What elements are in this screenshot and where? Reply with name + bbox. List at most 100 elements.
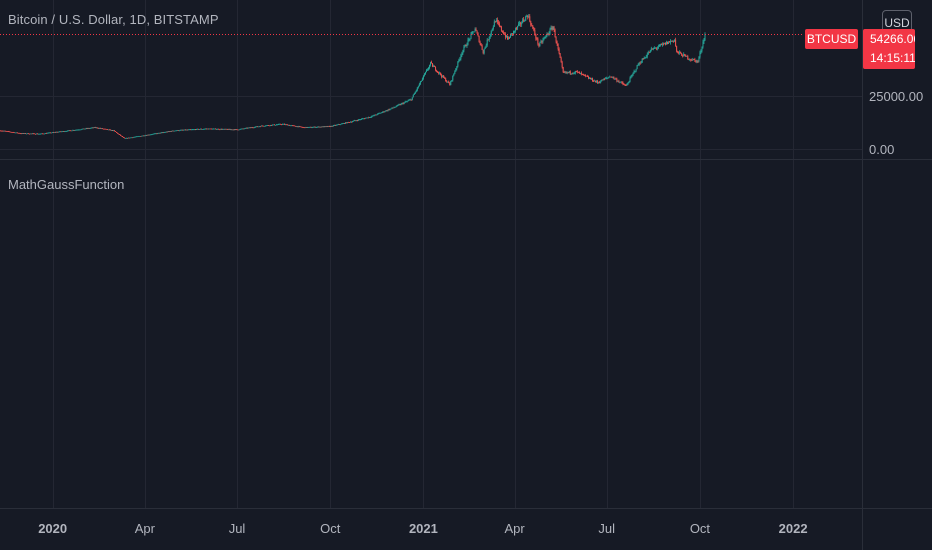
candle-body (539, 42, 541, 46)
candle-body (375, 114, 377, 116)
candle-body (196, 128, 198, 130)
candle-body (424, 71, 426, 75)
candle-body (459, 58, 461, 60)
candle-body (623, 84, 625, 85)
candle-body (121, 135, 123, 137)
candle-body (179, 129, 181, 131)
candle-body (648, 52, 650, 54)
candle-body (66, 131, 68, 132)
candle-body (103, 128, 105, 130)
candle-body (386, 110, 388, 112)
candle-body (296, 126, 298, 128)
candle-body (367, 117, 369, 119)
candle-body (435, 66, 437, 71)
candle-body (261, 125, 263, 127)
candle-body (579, 72, 581, 74)
candle-body (128, 137, 130, 139)
candle-body (431, 62, 433, 64)
candle-body (569, 71, 571, 74)
candle-body (29, 133, 31, 135)
candle-body (151, 134, 153, 136)
candle-body (394, 107, 396, 108)
candle-body (304, 127, 306, 129)
candle-body (674, 39, 676, 42)
candle-body (630, 76, 632, 78)
candle-body (298, 126, 300, 128)
candle-body (69, 130, 71, 132)
candle-body (614, 78, 616, 80)
candle-body (387, 109, 389, 111)
candle-body (59, 131, 61, 133)
candle-body (568, 71, 570, 73)
candle-body (199, 129, 201, 130)
candle-body (158, 132, 160, 134)
candle-body (232, 129, 234, 131)
candle-body (477, 33, 479, 37)
candle-body (161, 132, 163, 134)
candle-body (649, 49, 651, 53)
candle-body (506, 35, 508, 40)
candle-body (215, 128, 217, 130)
candle-body (622, 82, 624, 85)
candle-body (392, 107, 394, 109)
candle-body (0, 130, 2, 132)
candle-body (167, 131, 169, 133)
candle-body (34, 133, 36, 135)
candle-body (675, 39, 677, 46)
candle-body (112, 130, 114, 132)
candle-body (241, 128, 243, 130)
candle-body (393, 107, 395, 109)
candle-body (182, 129, 184, 131)
indicator-label[interactable]: MathGaussFunction (8, 177, 125, 192)
candle-body (410, 99, 412, 101)
candle-body (670, 40, 672, 43)
candle-body (356, 120, 358, 122)
candle-body (557, 43, 559, 50)
candle-body (343, 123, 345, 124)
candle-body (338, 124, 340, 126)
candle-body (200, 128, 202, 130)
candle-body (631, 74, 633, 77)
candle-body (207, 128, 209, 130)
candle-body (610, 76, 612, 78)
time-axis-labels[interactable]: 2020 Apr Jul Oct 2021 Apr Jul Oct 2022 (38, 521, 807, 536)
candle-body (44, 133, 46, 135)
candle-body (78, 129, 80, 131)
candle-body (440, 72, 442, 75)
candle-body (39, 133, 41, 135)
candle-body (111, 130, 113, 131)
candle-body (279, 123, 281, 125)
candle-body (682, 55, 684, 57)
candle-body (502, 32, 504, 35)
candle-body (526, 16, 528, 17)
candle-body (86, 128, 88, 130)
candle-body (419, 81, 421, 84)
candle-body (454, 71, 456, 74)
candle-body (178, 130, 180, 132)
candle-body (114, 131, 116, 132)
candle-body (76, 129, 78, 131)
candle-body (89, 128, 91, 129)
candle-body (480, 43, 482, 46)
candle-body (408, 99, 410, 101)
candle-body (513, 31, 515, 35)
candle-body (191, 129, 193, 131)
candle-body (159, 132, 161, 134)
candle-body (90, 127, 92, 129)
candle-body (404, 101, 406, 103)
candle-body (162, 132, 164, 134)
candle-body (254, 126, 256, 128)
candle-body (662, 43, 664, 45)
candle-body (12, 132, 14, 133)
candle-body (685, 54, 687, 57)
candle-body (93, 127, 95, 129)
candle-body (231, 129, 233, 131)
candle-body (422, 75, 424, 79)
candle-body (203, 128, 205, 130)
candle-body (125, 138, 127, 140)
candle-body (119, 134, 121, 135)
candle-body (17, 132, 19, 134)
candle-body (683, 54, 685, 57)
candle-body (531, 25, 533, 26)
